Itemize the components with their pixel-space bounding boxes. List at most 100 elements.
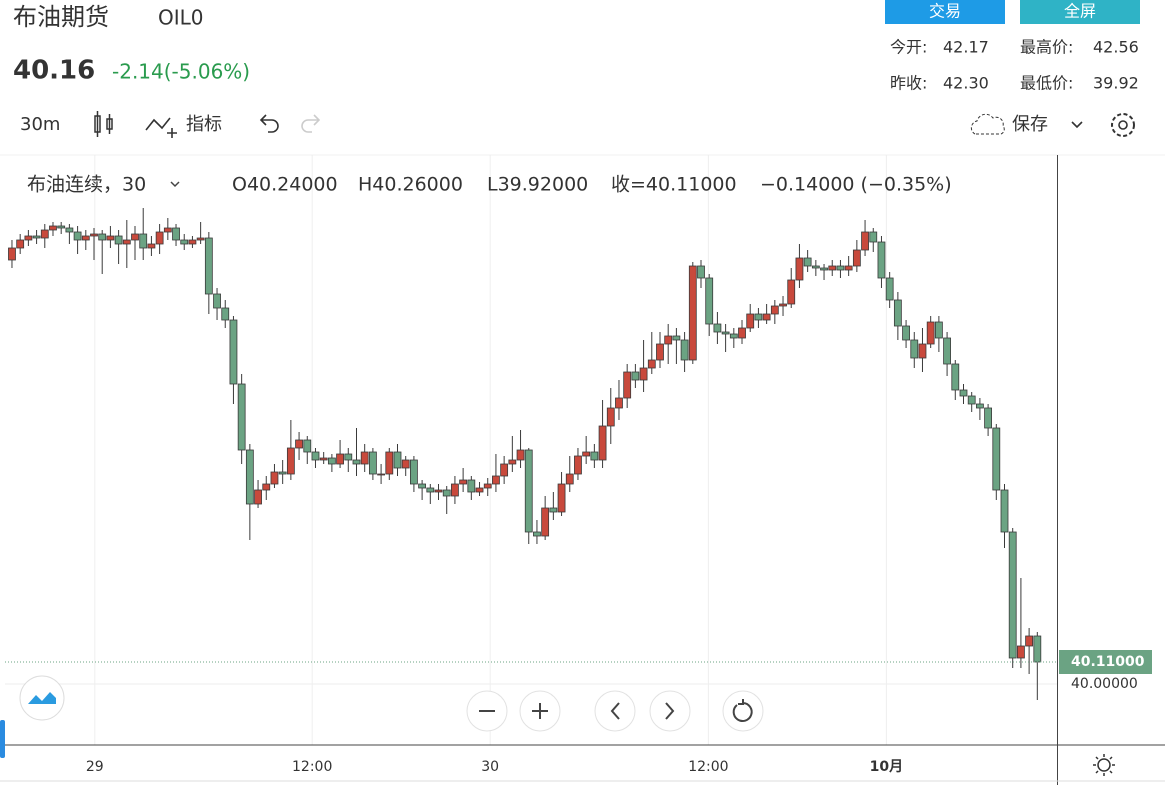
- candle-body: [705, 277, 714, 325]
- chart: [5, 155, 1057, 745]
- candle-body: [32, 235, 41, 239]
- candle-body: [311, 451, 320, 461]
- candle-body: [615, 397, 623, 409]
- candle-body: [500, 463, 509, 477]
- candle-body: [959, 389, 968, 397]
- stat-label: 今开:: [890, 38, 927, 57]
- candle-body: [237, 383, 246, 451]
- candle-body: [426, 487, 435, 493]
- candle-body: [40, 229, 49, 239]
- candle-body: [721, 331, 730, 335]
- save-icon[interactable]: [970, 113, 1005, 135]
- candle-body: [803, 257, 812, 267]
- candle-body: [918, 343, 927, 359]
- zoom-in[interactable]: [519, 690, 561, 732]
- candle-body: [795, 257, 804, 281]
- candle-body: [147, 243, 156, 249]
- candle-body: [828, 265, 837, 271]
- x-tick-label: 12:00: [292, 759, 332, 775]
- candle-body: [393, 451, 402, 469]
- reset[interactable]: [722, 690, 764, 732]
- candle-body: [254, 489, 262, 505]
- candle-body: [1025, 635, 1034, 647]
- candle-body: [1033, 635, 1042, 663]
- stat-value: 39.92: [1093, 74, 1139, 93]
- candle-body: [172, 227, 180, 241]
- stat-label: 昨收:: [890, 74, 927, 93]
- candle-body: [278, 471, 287, 475]
- candle-body: [336, 453, 344, 465]
- candle-body: [475, 487, 484, 493]
- indicator-icon[interactable]: [145, 117, 177, 138]
- candle-body: [680, 339, 689, 361]
- candle-body: [262, 483, 271, 491]
- last-price-box: [1059, 650, 1152, 674]
- candle-body: [549, 507, 558, 513]
- trade-button[interactable]: [885, 0, 1005, 24]
- candle-body: [122, 239, 131, 245]
- candle-body: [1000, 489, 1009, 533]
- candle-body: [180, 239, 189, 245]
- candle-body: [98, 233, 107, 241]
- zoom-out[interactable]: [466, 690, 508, 732]
- scroll-right[interactable]: [649, 690, 691, 732]
- save[interactable]: 保存: [1012, 114, 1048, 135]
- candle-body: [877, 241, 886, 279]
- candle-body: [820, 267, 828, 271]
- candle-body: [656, 343, 664, 361]
- candle-body: [688, 265, 697, 361]
- legend-close: 收=40.11000: [611, 174, 737, 196]
- candle-body: [836, 265, 845, 271]
- fullscreen-label[interactable]: 全屏: [1064, 2, 1096, 21]
- save-menu[interactable]: [1071, 121, 1083, 129]
- candle-body: [885, 277, 894, 301]
- indicators[interactable]: 指标: [186, 114, 222, 135]
- candle-body: [410, 459, 418, 485]
- candle-body: [631, 371, 640, 381]
- stat-label: 最低价:: [1020, 74, 1073, 93]
- legend-open: O40.24000: [232, 174, 338, 196]
- candle-body: [188, 239, 197, 245]
- change: -2.14(-5.06%): [112, 60, 250, 84]
- price: 40.16: [13, 56, 95, 86]
- logo[interactable]: [19, 675, 65, 721]
- sun-icon[interactable]: [1093, 754, 1115, 776]
- symbol-menu[interactable]: [170, 181, 180, 188]
- candle-body: [590, 451, 599, 461]
- trade-label[interactable]: 交易: [929, 2, 961, 21]
- legend-symbol[interactable]: 布油连续，30: [27, 174, 146, 196]
- candle-body: [467, 479, 476, 493]
- candle-body: [762, 313, 771, 321]
- candle-body: [861, 231, 869, 251]
- candle-body: [451, 483, 459, 497]
- x-tick-label: 30: [481, 759, 499, 775]
- candle-icon[interactable]: [94, 111, 113, 137]
- x-tick-label: 12:00: [688, 759, 728, 775]
- candle-body: [90, 233, 98, 237]
- candle-body: [910, 339, 919, 359]
- candle-body: [516, 449, 525, 461]
- x-tick-label: 10月: [870, 759, 903, 775]
- candle-body: [492, 475, 500, 485]
- stat-value: 42.30: [943, 74, 989, 93]
- candle-body: [196, 237, 205, 241]
- candle-body: [377, 473, 385, 476]
- candle-body: [1017, 645, 1025, 659]
- candle-body: [221, 307, 230, 321]
- fullscreen-button[interactable]: [1020, 0, 1140, 24]
- candle-body: [434, 489, 443, 493]
- scroll-left[interactable]: [594, 690, 636, 732]
- settings-icon[interactable]: [1111, 113, 1135, 137]
- side-tab[interactable]: [0, 720, 5, 758]
- candle-body: [360, 451, 369, 465]
- candle-body: [984, 407, 992, 429]
- y-tick-label: 40.00000: [1071, 676, 1138, 692]
- candle-body: [344, 453, 353, 461]
- candle-body: [442, 489, 451, 497]
- legend-low: L39.92000: [487, 174, 588, 196]
- undo-icon[interactable]: [259, 114, 279, 133]
- candle-body: [57, 225, 66, 229]
- interval[interactable]: 30m: [20, 114, 60, 135]
- candle-body: [623, 371, 632, 399]
